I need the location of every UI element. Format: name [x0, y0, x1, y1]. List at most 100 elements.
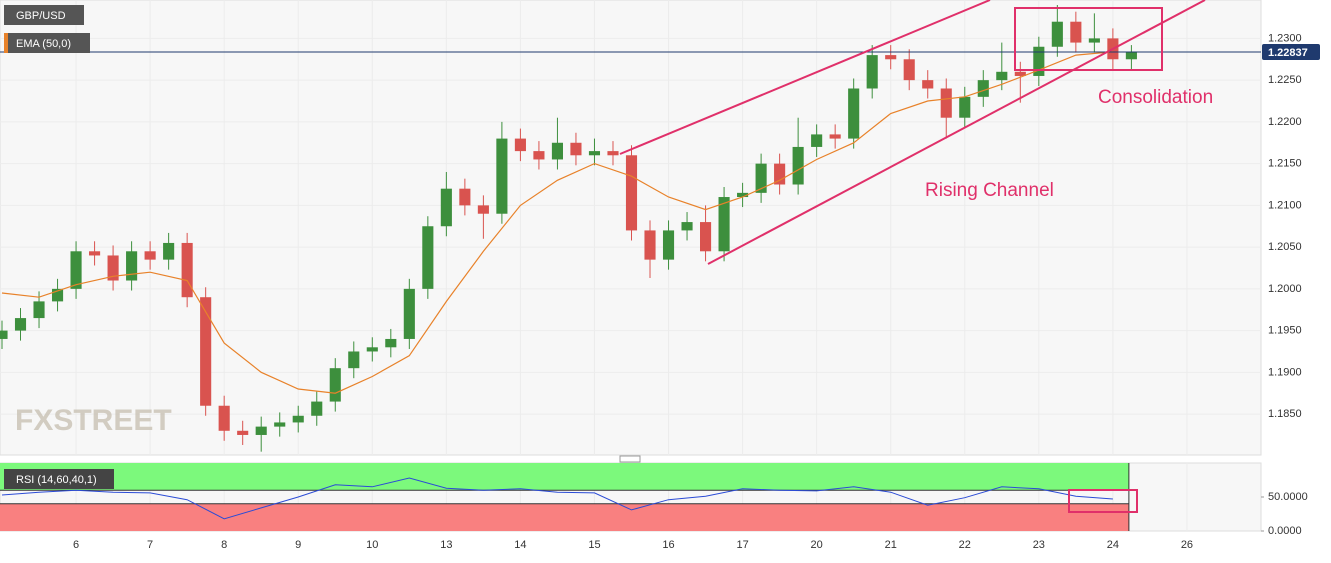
y-tick-label: 1.2300	[1268, 32, 1302, 44]
legend-label: GBP/USD	[16, 10, 66, 22]
candle-body	[126, 251, 138, 281]
candle-body	[440, 188, 452, 227]
candle-body	[33, 301, 45, 319]
oversold-zone	[0, 503, 1129, 531]
y-tick-label: 1.2100	[1268, 199, 1302, 211]
candle-body	[792, 146, 804, 185]
splitter	[619, 455, 641, 463]
candle-body	[218, 405, 230, 431]
x-tick-label: 13	[440, 539, 452, 551]
candle-body	[774, 163, 786, 185]
candle-body	[977, 80, 989, 97]
candle-body	[477, 205, 489, 214]
candle-body	[681, 222, 693, 231]
x-tick-label: 22	[959, 539, 971, 551]
x-tick-label: 17	[736, 539, 748, 551]
candle-body	[1088, 38, 1100, 43]
channel-lower	[707, 0, 1206, 265]
candle-body	[144, 251, 156, 260]
candle-body	[514, 138, 526, 152]
main-plot	[0, 5, 1261, 452]
x-tick-label: 16	[662, 539, 674, 551]
candle-body	[403, 288, 415, 339]
candle-body	[181, 242, 193, 298]
y-tick-label: 50.0000	[1268, 491, 1308, 503]
y-tick-label: 1.2250	[1268, 74, 1302, 86]
candle-body	[366, 347, 378, 352]
candle-body	[51, 288, 64, 302]
rsi-plot	[0, 463, 1264, 532]
candle-body	[1051, 21, 1063, 47]
price-tag	[1262, 44, 1320, 61]
x-tick-label: 14	[514, 539, 526, 551]
candle-body	[885, 55, 897, 60]
candle-body	[866, 55, 878, 89]
y-tick-label: 1.1850	[1268, 408, 1302, 420]
x-tick-label: 8	[221, 539, 227, 551]
x-tick-label: 24	[1107, 539, 1119, 551]
candle-body	[607, 151, 619, 156]
x-tick-label: 21	[885, 539, 897, 551]
y-tick-label: 1.1950	[1268, 325, 1302, 337]
candle-body	[718, 197, 730, 252]
candle-body	[922, 80, 934, 89]
candle-body	[662, 230, 675, 260]
x-tick-label: 6	[73, 539, 79, 551]
x-tick-label: 9	[295, 539, 301, 551]
candle-body	[737, 192, 749, 198]
candle-body	[533, 151, 545, 160]
x-tick-label: 15	[588, 539, 600, 551]
candle-body	[829, 134, 841, 139]
candle-body	[551, 142, 563, 160]
candle-body	[959, 96, 971, 118]
y-tick-label: 0.0000	[1268, 525, 1302, 537]
y-tick-label: 1.2150	[1268, 158, 1302, 170]
candle-body	[459, 188, 471, 206]
legend-box	[4, 5, 84, 25]
annotation: Rising Channel	[925, 180, 1054, 201]
candle-body	[1070, 21, 1082, 43]
candle-body	[0, 330, 8, 339]
candle-body	[274, 422, 286, 427]
y-tick-label: 1.1900	[1268, 366, 1302, 378]
candle-body	[237, 430, 249, 435]
candle-body	[385, 338, 397, 348]
ema-line	[1, 51, 1113, 394]
candle-body	[700, 222, 712, 252]
candle-body	[107, 255, 119, 281]
annotation: Consolidation	[1098, 87, 1213, 108]
candle-body	[200, 297, 212, 406]
legend-box	[4, 33, 90, 53]
candle-body	[422, 226, 434, 289]
consolidation-box	[1014, 7, 1163, 71]
y-tick-label: 1.2200	[1268, 116, 1302, 128]
legend-label: RSI (14,60,40,1)	[16, 474, 97, 486]
candle-body	[89, 251, 101, 256]
candle-body	[163, 242, 175, 260]
candle-body	[588, 151, 601, 156]
candle-body	[70, 251, 82, 289]
x-tick-label: 26	[1181, 539, 1193, 551]
y-tick-label: 1.2050	[1268, 241, 1302, 253]
candle-body	[940, 88, 952, 118]
x-tick-label: 10	[366, 539, 378, 551]
candle-body	[14, 318, 27, 331]
candle-body	[1033, 46, 1045, 76]
y-tick-label: 1.2000	[1268, 283, 1302, 295]
rsi-line	[1, 477, 1113, 520]
legend-box	[4, 469, 114, 489]
candle-body	[903, 59, 915, 81]
candle-body	[625, 155, 638, 231]
channel-upper	[619, 0, 991, 155]
candle-body	[848, 88, 860, 139]
candle-body	[811, 134, 823, 147]
legend-swatch	[4, 33, 8, 53]
x-tick-label: 23	[1033, 539, 1045, 551]
candle-body	[496, 138, 508, 214]
candle-body	[255, 426, 267, 435]
candle-body	[329, 368, 341, 402]
candle-body	[348, 351, 360, 369]
candle-body	[644, 230, 656, 260]
x-tick-label: 7	[147, 539, 153, 551]
